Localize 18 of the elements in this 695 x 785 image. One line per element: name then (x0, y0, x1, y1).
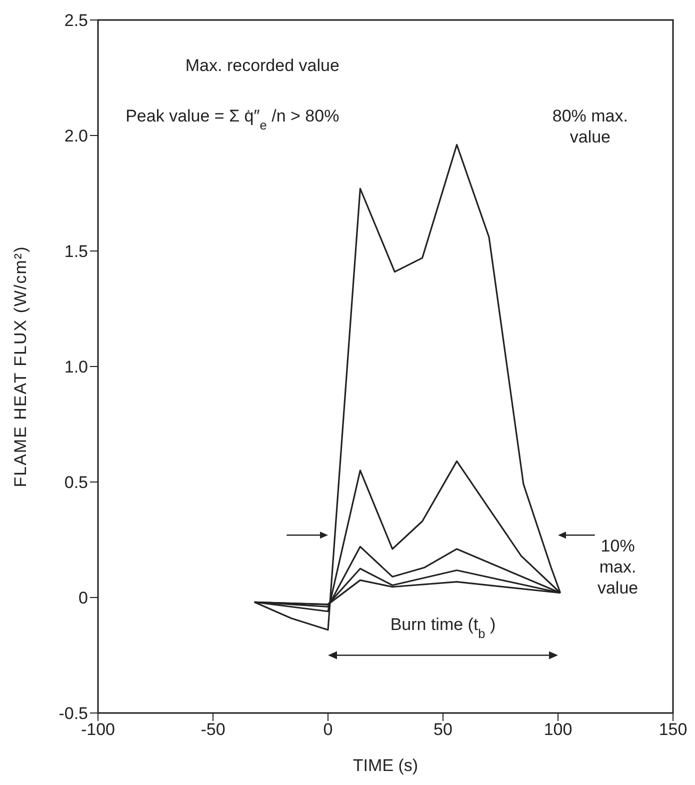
x-tick-label: 150 (658, 720, 688, 740)
y-tick-label: 2.0 (64, 126, 88, 146)
x-tick-label: 0 (323, 720, 333, 740)
x-tick-label: 100 (544, 720, 572, 740)
y-tick-label: 1.5 (64, 242, 88, 262)
annotation: Burn time (t$_{b}$) (390, 614, 496, 640)
y-tick-label: 1.0 (64, 358, 88, 377)
annotation: Max. recorded value (185, 56, 340, 75)
annotation: Peak value = Σ q̇″$_{e}$/n > 80% (126, 106, 340, 132)
y-tick-label: 0.5 (64, 473, 88, 492)
y-axis-title: FLAME HEAT FLUX (W/cm²) (11, 246, 30, 488)
y-tick-label: 0 (78, 588, 88, 608)
x-axis-title: TIME (s) (352, 756, 418, 775)
annotation: 10% max. value (597, 536, 638, 598)
annotation: 80% max. value (552, 106, 628, 147)
x-tick-label: -50 (200, 720, 226, 740)
y-tick-label: 2.5 (64, 11, 88, 30)
x-tick-label: 50 (434, 720, 452, 740)
